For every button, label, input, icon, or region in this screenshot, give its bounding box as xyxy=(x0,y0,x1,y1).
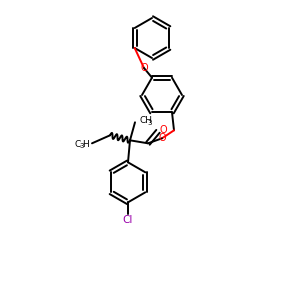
Text: O: O xyxy=(140,63,148,73)
Text: Cl: Cl xyxy=(123,215,133,225)
Text: H: H xyxy=(82,140,89,149)
Text: O: O xyxy=(158,133,166,143)
Text: C: C xyxy=(75,140,81,149)
Text: 3: 3 xyxy=(80,143,84,149)
Text: CH: CH xyxy=(139,116,152,125)
Text: 3: 3 xyxy=(148,120,152,126)
Text: O: O xyxy=(159,125,167,135)
